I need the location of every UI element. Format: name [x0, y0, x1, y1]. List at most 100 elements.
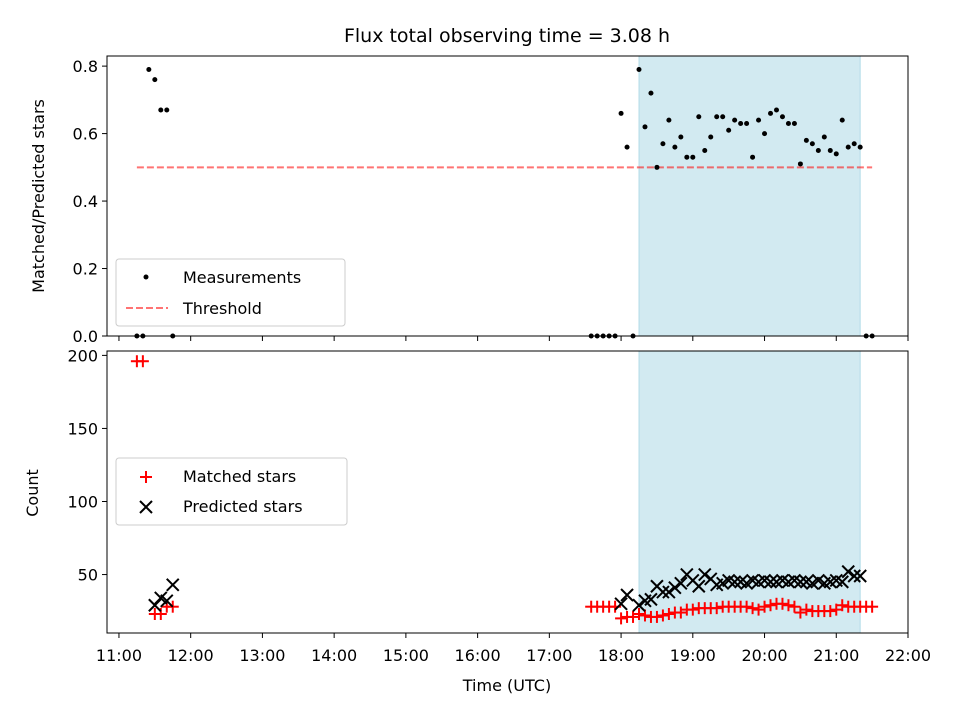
xtick-label: 20:00 — [741, 646, 787, 665]
measurement-point — [827, 147, 833, 153]
top-panel: 0.00.20.40.60.8 Matched/Predicted stars … — [29, 55, 909, 346]
measurement-point — [708, 134, 714, 140]
measurement-point — [684, 154, 690, 160]
measurement-point — [833, 151, 839, 157]
measurement-points — [134, 66, 875, 339]
bottom-y-ticks: 50 100 150 200 — [67, 346, 107, 585]
measurement-point — [821, 134, 827, 140]
predicted-star-point — [166, 578, 180, 592]
measurement-point — [678, 134, 684, 140]
legend-marker-matched — [140, 471, 152, 483]
measurement-point — [773, 107, 779, 113]
top-legend-box — [115, 258, 346, 327]
predicted-star-point — [692, 579, 706, 593]
matched-star-point — [674, 606, 687, 619]
matched-star-point — [788, 600, 801, 613]
measurement-point — [791, 120, 797, 126]
matched-star-point — [650, 610, 663, 623]
legend-label-measurements: Measurements — [183, 268, 301, 287]
legend-label-predicted: Predicted stars — [183, 497, 303, 516]
matched-star-point — [638, 609, 651, 622]
bottom-ytick-label: 50 — [78, 566, 98, 585]
measurement-point — [785, 120, 791, 126]
measurement-point — [726, 127, 732, 133]
measurement-point — [839, 117, 845, 123]
measurement-point — [756, 117, 762, 123]
predicted-star-point — [668, 580, 682, 595]
matched-star-point — [615, 612, 628, 625]
bottom-x-ticks: 11:00 12:00 13:00 14:00 15:00 16:00 17:00 18:00… — [96, 633, 931, 665]
xtick-label: 21:00 — [813, 646, 859, 665]
predicted-star-point — [853, 569, 867, 583]
top-axes-frame — [106, 55, 909, 337]
matched-star-point — [136, 355, 149, 368]
predicted-star-point — [644, 592, 658, 607]
predicted-star-point — [632, 598, 646, 612]
matched-star-point — [776, 597, 789, 610]
predicted-star-point — [727, 575, 742, 589]
measurement-point — [779, 114, 785, 120]
predicted-star-points — [148, 564, 867, 612]
measurement-point — [642, 124, 648, 130]
measurement-point — [624, 144, 630, 150]
matched-star-point — [740, 600, 753, 613]
measurement-point — [690, 154, 696, 160]
xtick-label: 12:00 — [168, 646, 214, 665]
predicted-star-point — [835, 575, 849, 589]
measurement-point — [672, 144, 678, 150]
bottom-ytick-label: 200 — [67, 346, 98, 365]
top-ytick-label: 0.2 — [73, 260, 98, 279]
measurement-point — [702, 147, 708, 153]
matched-star-point — [627, 610, 640, 623]
bottom-ytick-label: 150 — [67, 419, 98, 438]
xtick-label: 17:00 — [526, 646, 572, 665]
measurement-point — [750, 154, 756, 160]
measurement-point — [146, 66, 152, 72]
measurement-point — [851, 141, 857, 147]
matched-star-point — [836, 599, 849, 612]
legend-marker-measurements — [143, 274, 149, 280]
measurement-point — [762, 131, 768, 137]
top-ytick-label: 0.6 — [73, 125, 98, 144]
matched-star-point — [782, 599, 795, 612]
top-ytick-label: 0.4 — [73, 192, 98, 211]
measurement-point — [648, 90, 654, 96]
bottom-y-axis-label: Count — [23, 469, 42, 517]
predicted-star-point — [698, 567, 712, 582]
matched-star-point — [633, 608, 646, 621]
measurement-point — [732, 117, 738, 123]
bottom-legend-box — [115, 457, 348, 526]
matched-star-point — [686, 603, 699, 616]
xtick-label: 18:00 — [598, 646, 644, 665]
bottom-panel: 50 100 150 200 11:00 12:00 13:00 14:00 15:00 16:… — [23, 346, 931, 695]
xtick-label: 19:00 — [670, 646, 716, 665]
measurement-point — [809, 141, 815, 147]
xtick-label: 14:00 — [311, 646, 357, 665]
matched-star-point — [656, 609, 669, 622]
measurement-point — [720, 114, 726, 120]
measurement-point — [768, 110, 774, 116]
top-ytick-label: 0.0 — [73, 327, 98, 346]
measurement-point — [164, 107, 170, 113]
predicted-star-point — [847, 569, 861, 583]
measurement-point — [714, 114, 720, 120]
matched-star-point — [794, 606, 807, 619]
xtick-label: 13:00 — [239, 646, 285, 665]
top-legend: Measurements Threshold — [115, 258, 346, 327]
legend-marker-predicted — [139, 500, 153, 514]
measurement-point — [618, 110, 624, 116]
measurement-point — [744, 120, 750, 126]
predicted-star-point — [763, 575, 778, 589]
top-shaded-span-rect — [638, 55, 861, 337]
xtick-label: 22:00 — [885, 646, 931, 665]
matched-star-point — [710, 602, 723, 615]
predicted-star-point — [674, 576, 688, 591]
top-y-axis-label: Matched/Predicted stars — [29, 99, 48, 293]
bottom-ytick-label: 100 — [67, 492, 98, 511]
predicted-star-point — [662, 585, 676, 599]
measurement-point — [636, 66, 642, 72]
predicted-star-point — [620, 588, 634, 602]
xtick-label: 15:00 — [383, 646, 429, 665]
matched-star-point — [800, 603, 813, 616]
